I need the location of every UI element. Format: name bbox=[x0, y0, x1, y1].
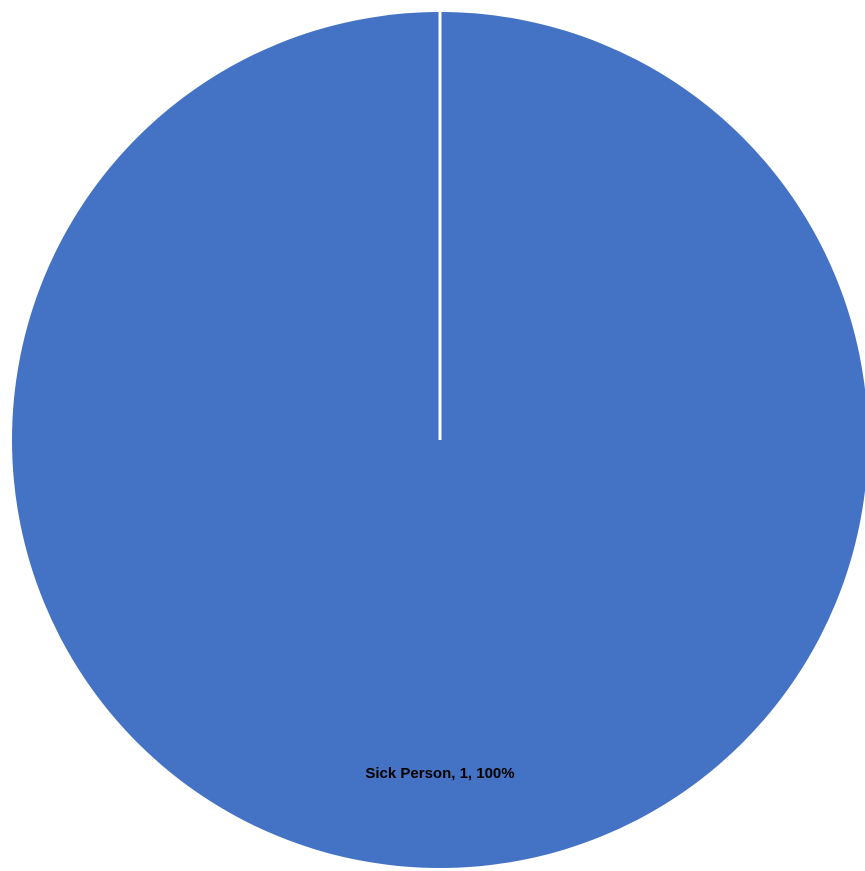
pie-slices bbox=[12, 10, 865, 868]
pie-labels: Sick Person, 1, 100% bbox=[365, 765, 514, 782]
data-label: Sick Person, 1, 100% bbox=[365, 765, 514, 782]
